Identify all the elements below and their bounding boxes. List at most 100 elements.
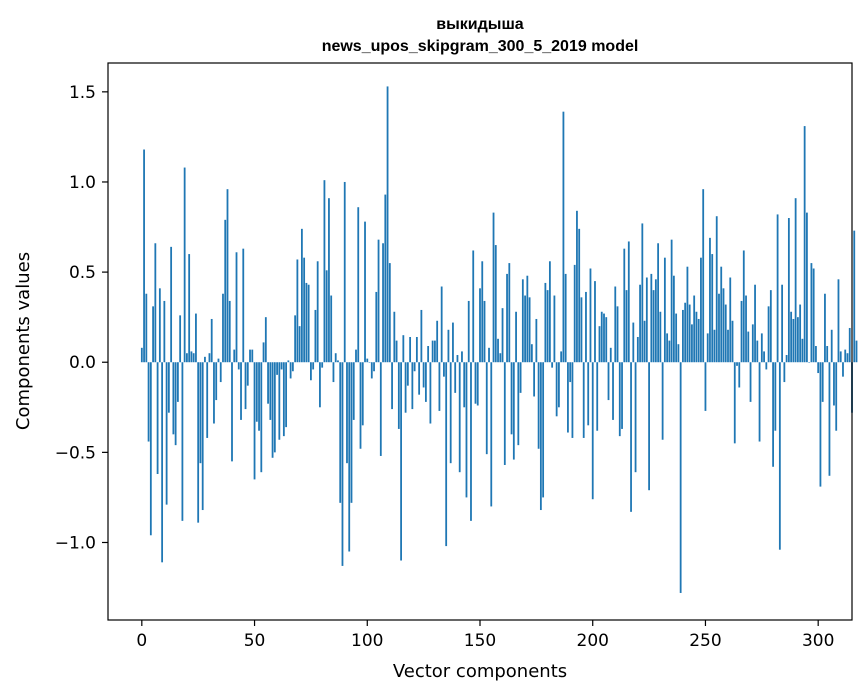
- x-tick-label: 200: [577, 631, 609, 651]
- y-axis-label: Components values: [13, 252, 34, 430]
- bar: [686, 266, 689, 363]
- bar: [384, 194, 387, 363]
- bar: [826, 346, 829, 363]
- bar: [839, 351, 842, 363]
- bar: [303, 257, 306, 363]
- bar: [388, 263, 391, 363]
- bar: [815, 346, 817, 363]
- bar: [364, 221, 366, 363]
- bar: [781, 284, 784, 363]
- bar: [490, 362, 493, 507]
- bar: [778, 362, 781, 550]
- bar: [143, 149, 145, 363]
- bar: [709, 237, 711, 363]
- bar: [461, 351, 463, 363]
- bar: [140, 347, 143, 363]
- bar: [397, 362, 400, 429]
- bar: [289, 362, 292, 379]
- bar: [479, 288, 481, 363]
- bar: [422, 362, 425, 388]
- bar: [853, 230, 856, 363]
- bar: [819, 362, 822, 487]
- bar: [607, 362, 610, 401]
- bar: [715, 216, 718, 363]
- bar: [476, 362, 479, 406]
- bar: [156, 362, 159, 474]
- bar: [337, 360, 339, 363]
- bar: [438, 362, 441, 411]
- bar: [368, 362, 371, 363]
- bar: [697, 318, 700, 363]
- bar: [506, 273, 508, 363]
- bar: [785, 355, 788, 363]
- bar: [497, 338, 499, 363]
- bar: [152, 306, 154, 363]
- y-tick-label: −0.5: [55, 443, 96, 463]
- bar: [526, 275, 529, 363]
- bar: [598, 326, 601, 363]
- bar: [591, 362, 594, 500]
- bar: [810, 263, 813, 363]
- bar: [618, 362, 621, 437]
- bar: [249, 349, 251, 363]
- bar: [648, 362, 650, 491]
- bar: [657, 243, 660, 363]
- bar: [645, 277, 648, 363]
- bar: [440, 286, 443, 363]
- bar: [145, 293, 148, 363]
- bar: [609, 347, 612, 363]
- bar: [544, 282, 547, 363]
- bar: [684, 302, 687, 363]
- bar: [226, 189, 229, 363]
- bar: [312, 362, 315, 370]
- bar: [533, 362, 536, 397]
- bar: [494, 245, 497, 363]
- bar: [197, 362, 200, 523]
- bar: [571, 362, 574, 438]
- bar: [447, 329, 450, 363]
- bar: [546, 290, 549, 363]
- bar: [578, 228, 581, 363]
- bar: [404, 362, 407, 413]
- bar: [434, 340, 436, 363]
- bar: [695, 311, 698, 363]
- x-tick-label: 300: [802, 631, 834, 651]
- bar: [700, 257, 702, 363]
- bar: [754, 284, 756, 363]
- bar: [659, 311, 662, 363]
- bar: [400, 362, 402, 561]
- bar: [693, 295, 696, 363]
- bar: [271, 362, 274, 458]
- bar: [147, 362, 150, 442]
- bar: [458, 362, 461, 473]
- bar: [310, 362, 312, 381]
- bar: [787, 218, 790, 363]
- bar: [630, 362, 632, 512]
- x-axis-label: Vector components: [393, 661, 567, 682]
- bar: [830, 329, 833, 363]
- bar: [472, 250, 475, 363]
- bar: [682, 309, 684, 363]
- bar: [794, 198, 797, 363]
- bar: [663, 257, 666, 363]
- x-tick-label: 50: [244, 631, 266, 651]
- bar: [217, 358, 220, 363]
- bar: [539, 362, 542, 511]
- bar: [339, 362, 342, 503]
- y-tick-label: 1.5: [69, 83, 96, 103]
- bar: [262, 342, 265, 363]
- bar: [244, 362, 247, 410]
- bar: [722, 288, 725, 363]
- bar: [204, 356, 206, 363]
- bar: [763, 351, 765, 363]
- bar: [855, 340, 858, 363]
- bar: [499, 353, 502, 363]
- bar: [806, 212, 808, 363]
- bar: [219, 362, 222, 383]
- bar: [510, 362, 513, 435]
- bar: [264, 317, 267, 363]
- bar: [481, 261, 484, 363]
- bar: [767, 306, 770, 363]
